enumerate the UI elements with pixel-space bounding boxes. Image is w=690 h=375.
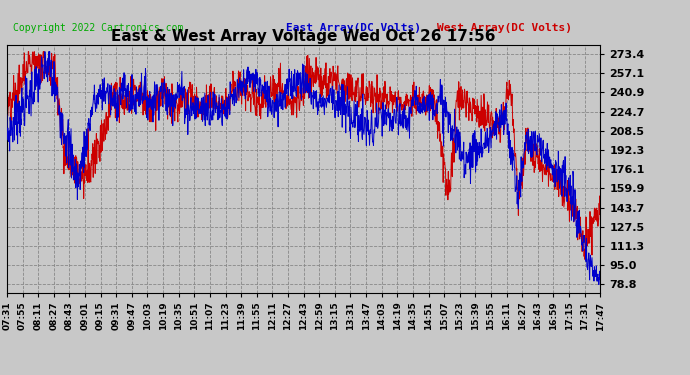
Title: East & West Array Voltage Wed Oct 26 17:56: East & West Array Voltage Wed Oct 26 17:… [111,29,496,44]
Text: Copyright 2022 Cartronics.com: Copyright 2022 Cartronics.com [13,23,184,33]
Text: West Array(DC Volts): West Array(DC Volts) [437,23,572,33]
Text: East Array(DC Volts): East Array(DC Volts) [286,23,421,33]
